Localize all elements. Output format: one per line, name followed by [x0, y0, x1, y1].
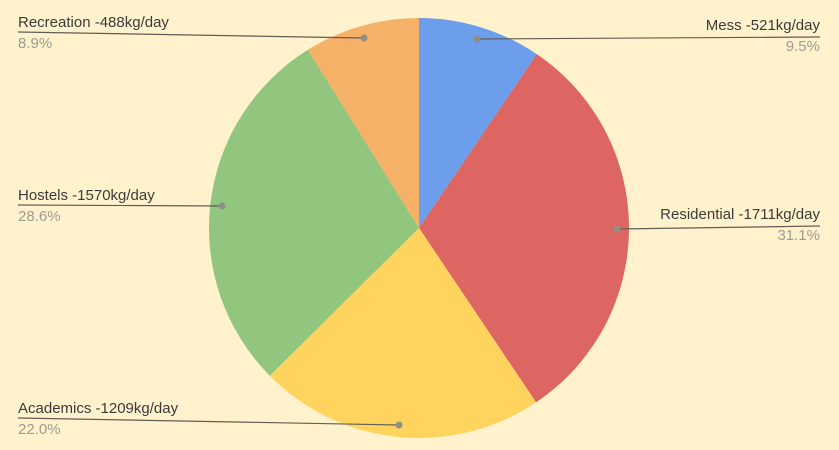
leader-lines-group: [17, 31, 821, 426]
slice-label-text: Recreation -488kg/day: [18, 14, 169, 31]
leader-dot-recreation: [360, 34, 368, 42]
leader-dots-group: [218, 34, 621, 429]
leader-dot-residential: [613, 225, 621, 233]
slice-label-hostels: Hostels -1570kg/day 28.6%: [18, 188, 155, 225]
slice-percent-text: 8.9%: [18, 35, 53, 52]
pie-slice-hostels[interactable]: [208, 49, 419, 376]
leader-line-hostels: [17, 204, 223, 207]
slice-label-text: Academics -1209kg/day: [18, 400, 179, 417]
slice-label-text: Residential -1711kg/day: [660, 206, 820, 223]
pie-slice-residential[interactable]: [419, 54, 630, 403]
leader-line-mess: [476, 36, 821, 40]
slice-label-text: Hostels -1570kg/day: [18, 187, 155, 204]
leader-dot-hostels: [218, 202, 226, 210]
slice-label-recreation: Recreation -488kg/day 8.9%: [18, 15, 169, 52]
pie-slice-mess[interactable]: [419, 18, 537, 228]
leader-line-recreation: [17, 31, 365, 39]
leader-dot-mess: [473, 35, 481, 43]
leader-line-academics: [17, 417, 400, 426]
slice-label-residential: Residential -1711kg/day 31.1%: [660, 207, 820, 244]
slice-percent-text: 9.5%: [785, 38, 820, 55]
slice-percent-text: 31.1%: [777, 227, 820, 244]
slice-percent-text: 28.6%: [18, 208, 61, 225]
slice-label-mess: Mess -521kg/day 9.5%: [706, 18, 820, 55]
leader-dot-academics: [395, 421, 403, 429]
leader-line-residential: [616, 225, 821, 230]
pie-slice-academics[interactable]: [269, 228, 537, 439]
slice-percent-text: 22.0%: [18, 421, 61, 438]
pie-slice-recreation[interactable]: [307, 18, 419, 228]
slice-label-academics: Academics -1209kg/day 22.0%: [18, 401, 178, 438]
slice-label-text: Mess -521kg/day: [705, 17, 820, 34]
pie-slices-group: [208, 18, 630, 439]
